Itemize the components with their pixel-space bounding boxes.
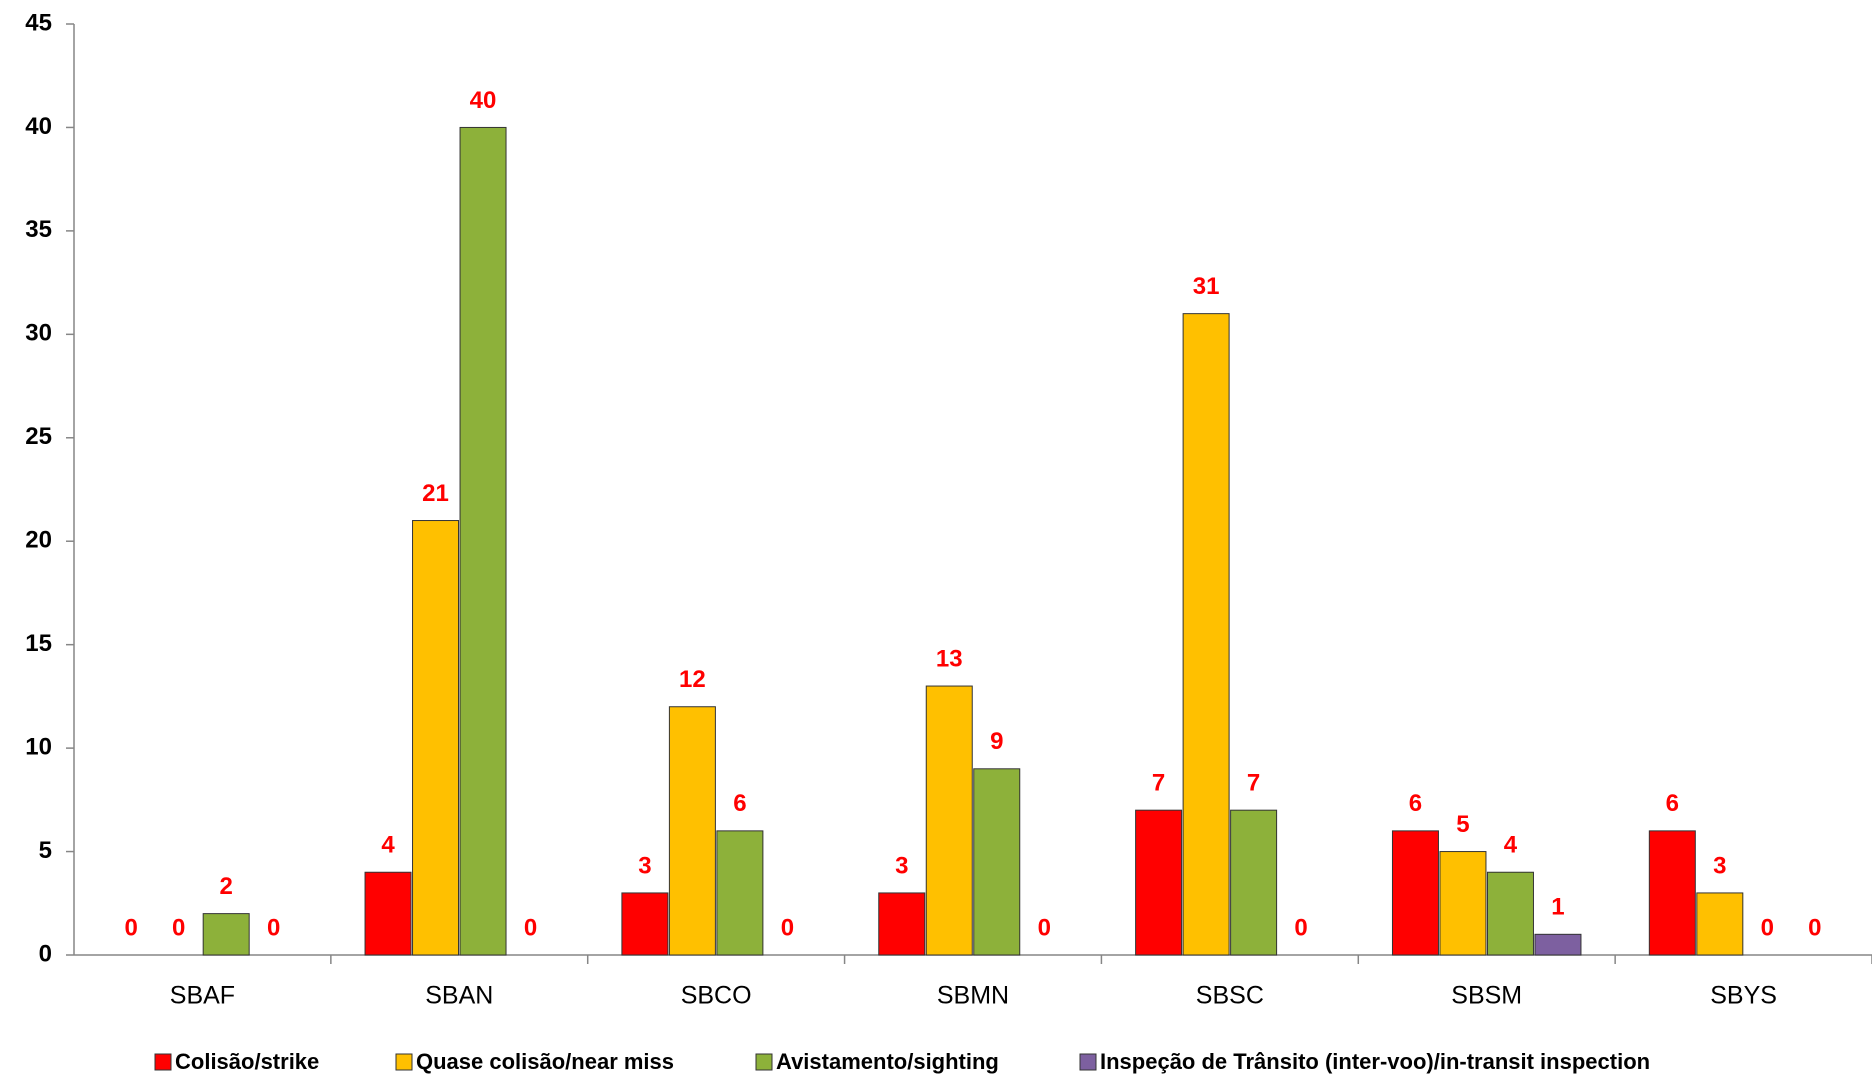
bar [1183,314,1229,955]
data-label: 0 [1294,914,1307,941]
data-label: 6 [1409,790,1422,817]
data-label: 0 [124,914,137,941]
legend-swatch [1080,1054,1096,1070]
data-label: 6 [733,790,746,817]
y-tick-label: 30 [25,320,52,347]
data-label: 5 [1456,811,1469,838]
bar [669,707,715,955]
y-tick-label: 20 [25,527,52,554]
chart: 051015202530354045SBAF0020SBAN421400SBCO… [0,0,1872,1076]
y-tick-label: 45 [25,9,52,36]
data-label: 2 [219,873,232,900]
bar [365,872,411,955]
x-tick-label: SBMN [937,982,1009,1010]
data-label: 3 [895,852,908,879]
data-label: 0 [781,914,794,941]
y-tick-label: 0 [39,940,52,967]
y-tick-label: 10 [25,733,52,760]
bar [1231,810,1277,955]
data-label: 1 [1551,894,1564,921]
bar [926,686,972,955]
legend-swatch [155,1054,171,1070]
x-tick-label: SBYS [1710,982,1777,1010]
y-tick-label: 5 [39,837,52,864]
data-label: 13 [936,645,963,672]
x-tick-label: SBAF [170,982,235,1010]
bar [717,831,763,955]
bar [203,914,249,955]
data-label: 4 [1504,832,1518,859]
data-label: 7 [1152,770,1165,797]
data-label: 31 [1193,273,1220,300]
legend-swatch [756,1054,772,1070]
bar [974,769,1020,955]
y-tick-label: 40 [25,113,52,140]
data-label: 3 [638,852,651,879]
x-tick-label: SBCO [681,982,752,1010]
bar [413,521,459,955]
data-label: 4 [381,832,395,859]
data-label: 12 [679,666,706,693]
bar [1136,810,1182,955]
legend-label: Quase colisão/near miss [416,1049,674,1074]
data-label: 0 [1808,914,1821,941]
x-tick-label: SBSM [1451,982,1522,1010]
bar [1535,934,1581,955]
bar [1697,893,1743,955]
legend-label: Colisão/strike [175,1049,319,1074]
data-label: 0 [1761,914,1774,941]
data-label: 6 [1666,790,1679,817]
legend-swatch [396,1054,412,1070]
legend-label: Avistamento/sighting [776,1049,999,1074]
y-tick-label: 35 [25,216,52,243]
data-label: 21 [422,480,449,507]
bar [1487,872,1533,955]
y-tick-label: 15 [25,630,52,657]
x-tick-label: SBSC [1196,982,1264,1010]
data-label: 7 [1247,770,1260,797]
bar [1649,831,1695,955]
data-label: 40 [470,87,497,114]
bar [1440,852,1486,955]
x-tick-label: SBAN [425,982,493,1010]
bar [1392,831,1438,955]
data-label: 0 [267,914,280,941]
data-label: 9 [990,728,1003,755]
legend-label: Inspeção de Trânsito (inter-voo)/in-tran… [1100,1049,1650,1074]
data-label: 0 [524,914,537,941]
data-label: 0 [172,914,185,941]
y-tick-label: 25 [25,423,52,450]
bar [460,127,506,955]
bar [879,893,925,955]
bar [622,893,668,955]
data-label: 0 [1038,914,1051,941]
data-label: 3 [1713,852,1726,879]
